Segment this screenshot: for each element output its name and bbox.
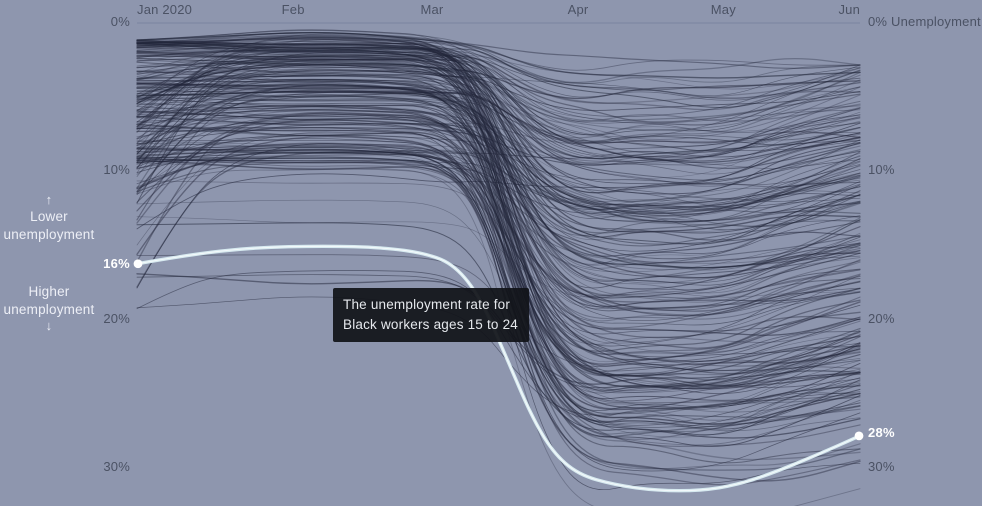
highlighted-line-core [136,245,861,492]
highlighted-line[interactable] [135,244,862,493]
x-tick-jun: Jun [838,2,860,17]
y-tick-right-10: 10% [868,162,895,178]
x-tick-may: May [710,2,736,17]
x-tick-jan-2020: Jan 2020 [137,2,193,17]
down-arrow-icon: ↓ [45,318,53,333]
x-tick-mar: Mar [420,2,444,17]
higher-note-line2: unemployment [3,301,95,317]
tooltip-line-1: The unemployment rate for [343,297,511,312]
lower-note-line2: unemployment [3,226,95,242]
end-dot [854,431,864,441]
tooltip-line-2: Black workers ages 15 to 24 [343,316,518,332]
y-tick-right-30: 30% [868,458,895,474]
higher-note-line1: Higher [28,284,70,299]
x-tick-feb: Feb [281,2,305,17]
y-tick-left-20: 20% [103,310,130,326]
y-tick-left-10: 10% [103,162,130,178]
start-value-label: 16% [103,255,130,271]
y-tick-right-20: 20% [868,310,895,326]
start-dot [133,259,143,269]
end-value-label: 28% [868,424,895,440]
lower-unemployment-note: ↑ Lower unemployment [0,192,98,243]
y-tick-left-30: 30% [103,458,130,474]
x-tick-apr: Apr [567,2,589,17]
y-tick-right-0-unemployment: 0% Unemployment [868,14,981,29]
higher-unemployment-note: Higher unemployment ↓ [0,283,98,334]
up-arrow-icon: ↑ [45,192,53,207]
tooltip: The unemployment rate for Black workers … [333,288,529,342]
y-tick-left-0: 0% [110,14,130,29]
lower-note-line1: Lower [30,209,68,224]
